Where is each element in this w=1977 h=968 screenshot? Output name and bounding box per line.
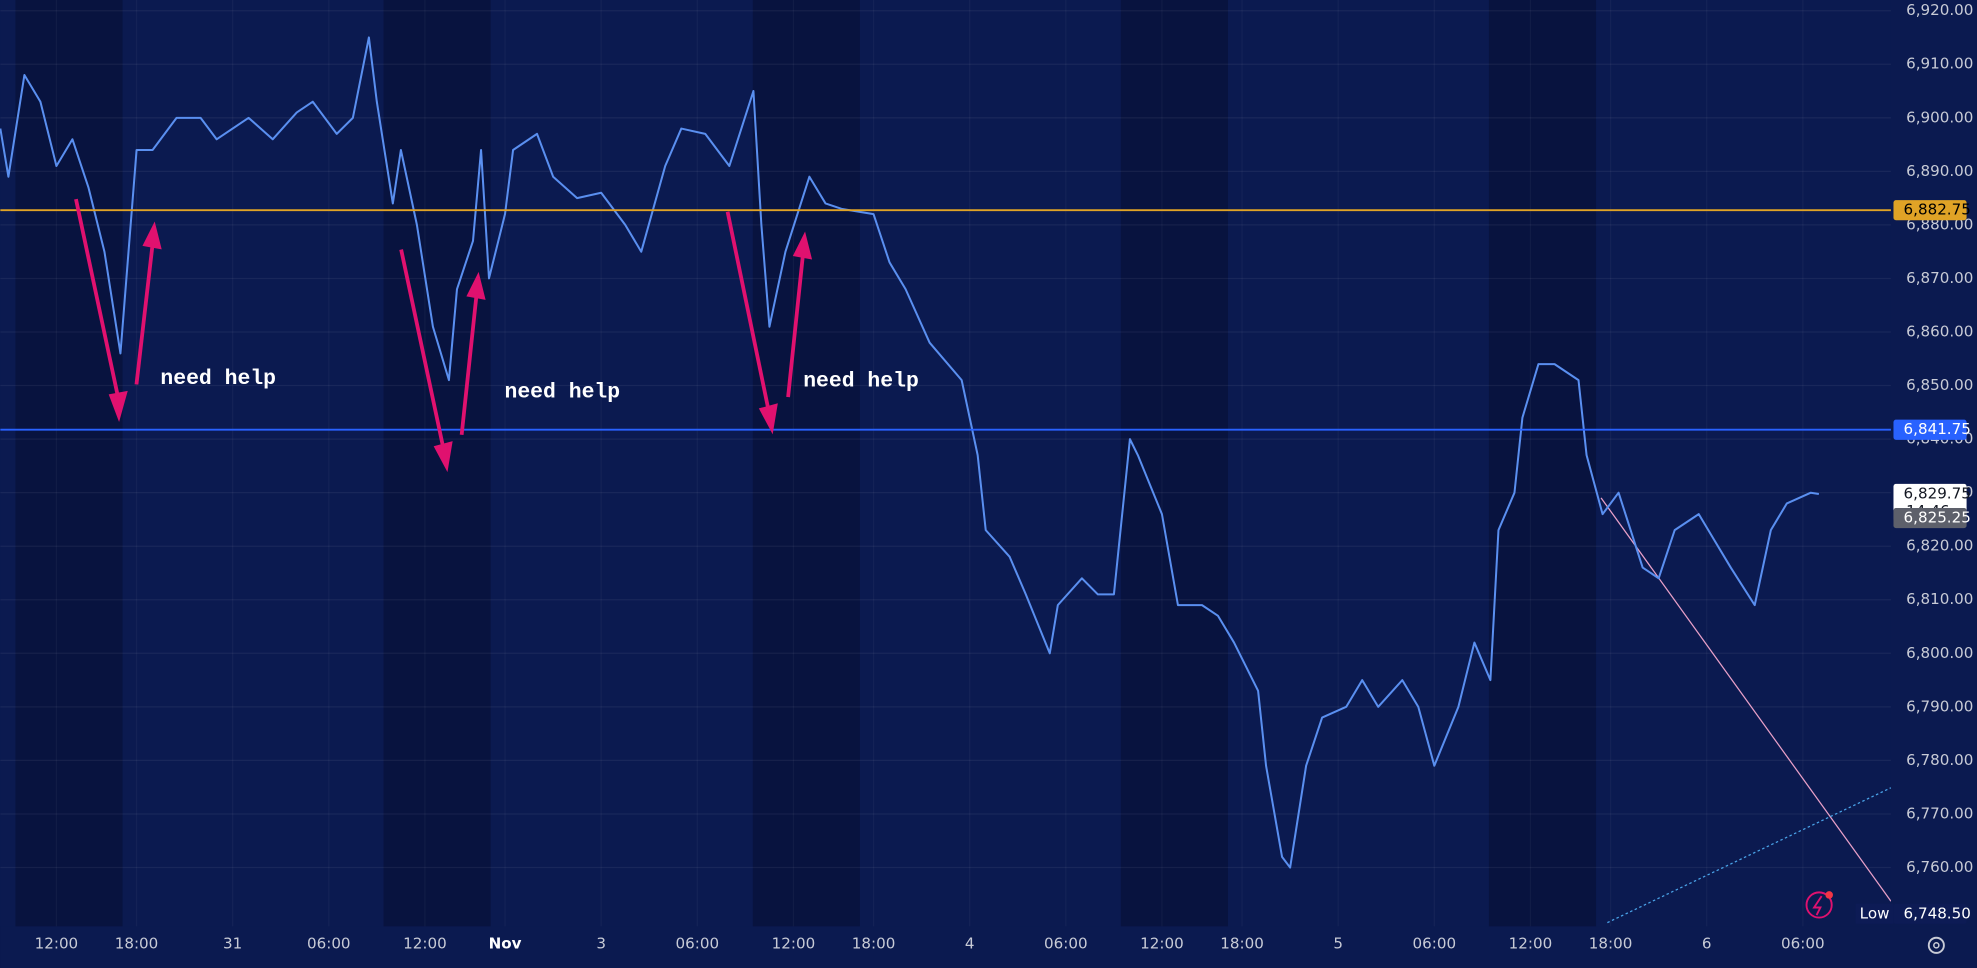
x-tick-label: 12:00 (772, 935, 816, 953)
x-tick-label: 3 (596, 935, 606, 953)
trend-lines (1600, 497, 1892, 924)
y-tick-label: 6,780.00 (1906, 751, 1973, 769)
x-tick-label: 06:00 (307, 935, 351, 953)
x-tick-label: Nov (489, 935, 522, 953)
x-tick-label: 06:00 (1413, 935, 1457, 953)
arrows (74, 198, 813, 473)
x-tick-label: 12:00 (1509, 935, 1553, 953)
low-tag (1855, 903, 1894, 924)
y-tick-label: 6,790.00 (1906, 697, 1973, 715)
axes: 6,760.00 6,770.00 6,780.00 6,790.00 6,800.00… (35, 1, 1974, 952)
price-tag-label: 6,748.50 (1904, 904, 1971, 922)
settings-icon[interactable] (1927, 936, 1945, 954)
x-tick-label: 6 (1702, 935, 1712, 953)
y-tick-label: 6,800.00 (1906, 644, 1973, 662)
x-tick-label: 12:00 (35, 935, 79, 953)
y-tick-label: 6,900.00 (1906, 108, 1973, 126)
y-tick-label: 6,860.00 (1906, 323, 1973, 341)
x-tick-label: 4 (965, 935, 975, 953)
price-tag (1893, 903, 1967, 924)
y-tick-label: 6,820.00 (1906, 537, 1973, 555)
alert-icon[interactable] (1805, 891, 1833, 919)
y-tick-label: 6,770.00 (1906, 804, 1973, 822)
price-tag-label: 6,829.75 (1904, 484, 1971, 502)
price-line (0, 36, 1820, 869)
x-tick-label: 18:00 (852, 935, 896, 953)
y-tick-label: 6,870.00 (1906, 269, 1973, 287)
price-level-tag (1893, 200, 1967, 221)
x-tick-label: 06:00 (1044, 935, 1088, 953)
price-tag-label: 6,825.25 (1904, 509, 1971, 527)
x-tick-label: 31 (223, 935, 242, 953)
x-tick-label: 18:00 (1589, 935, 1633, 953)
annotation: need help (160, 367, 276, 391)
y-tick-label: 6,810.00 (1906, 590, 1973, 608)
x-tick-label: 06:00 (676, 935, 720, 953)
price-tag (1893, 508, 1967, 529)
session-bands (15, 0, 1597, 927)
annotation: need help (803, 369, 919, 393)
x-tick-label: 12:00 (1140, 935, 1184, 953)
x-tick-label: 18:00 (115, 935, 159, 953)
y-tick-label: 6,910.00 (1906, 55, 1973, 73)
grid (0, 10, 1891, 869)
y-tick-label: 6,850.00 (1906, 376, 1973, 394)
annotation: need help (505, 381, 621, 405)
price-level-label: 6,882.75 (1904, 201, 1971, 219)
x-tick-label: 18:00 (1220, 935, 1264, 953)
x-tick-label: 5 (1333, 935, 1343, 953)
y-tick-label: 6,920.00 (1906, 1, 1973, 19)
x-tick-label: 12:00 (403, 935, 447, 953)
time-axis (0, 926, 1977, 968)
low-tag-label: Low (1860, 904, 1890, 922)
x-tick-label: 06:00 (1781, 935, 1825, 953)
price-level-tag (1893, 419, 1967, 440)
price-level-label: 6,841.75 (1904, 420, 1971, 438)
y-tick-label: 6,890.00 (1906, 162, 1973, 180)
y-tick-label: 6,760.00 (1906, 858, 1973, 876)
plot (0, 36, 1891, 869)
